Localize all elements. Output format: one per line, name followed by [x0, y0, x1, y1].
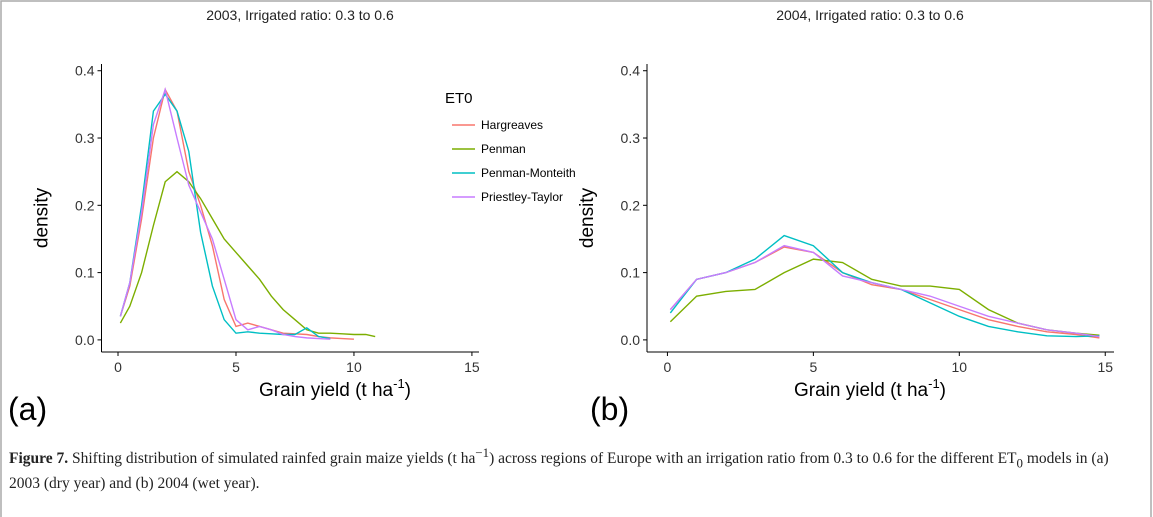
y-tick-label: 0.3	[75, 130, 95, 146]
density-line	[669, 244, 1100, 338]
y-tick-label: 0.4	[621, 63, 641, 79]
density-line	[119, 170, 376, 338]
caption-sup: −1	[475, 445, 490, 460]
legend-label: Penman	[481, 142, 526, 156]
y-axis-label: density	[32, 187, 53, 248]
chart-title: 2004, Irrigated ratio: 0.3 to 0.6	[776, 7, 964, 23]
density-line	[119, 87, 354, 340]
x-axis-label-sup: -1	[928, 376, 940, 391]
legend-label: Penman-Monteith	[481, 166, 576, 180]
y-axis-label: density	[577, 187, 598, 248]
x-tick-label: 5	[232, 359, 240, 375]
density-line	[119, 93, 331, 340]
y-tick-label: 0.1	[75, 265, 95, 281]
x-tick-label: 0	[664, 359, 672, 375]
caption: Figure 7. Shifting distribution of simul…	[9, 442, 1129, 494]
y-tick-label: 0.0	[621, 332, 641, 348]
density-line	[669, 246, 1100, 339]
x-axis-label-part: )	[405, 380, 411, 401]
x-tick-label: 0	[114, 359, 122, 375]
x-tick-label: 5	[809, 359, 817, 375]
x-axis-label: Grain yield (t ha-1)	[794, 376, 946, 401]
y-tick-label: 0.4	[75, 63, 95, 79]
density-line	[119, 87, 331, 340]
y-tick-label: 0.2	[75, 197, 95, 213]
legend-label: Hargreaves	[481, 118, 543, 132]
legend-label: Priestley-Taylor	[481, 190, 563, 204]
caption-sub: 0	[1016, 455, 1023, 471]
legend-title: ET0	[445, 90, 473, 107]
y-tick-label: 0.3	[621, 130, 641, 146]
x-axis-label-part: Grain yield (t ha	[259, 380, 394, 401]
x-tick-label: 10	[346, 359, 362, 375]
x-tick-label: 15	[464, 359, 480, 375]
x-axis-label-part: )	[940, 380, 946, 401]
y-tick-label: 0.1	[621, 265, 641, 281]
caption-text: Shifting distribution of simulated rainf…	[68, 450, 476, 468]
y-tick-label: 0.0	[75, 332, 95, 348]
panel-label: (a)	[8, 391, 47, 427]
x-tick-label: 15	[1097, 359, 1113, 375]
x-tick-label: 10	[952, 359, 968, 375]
density-line	[669, 258, 1100, 336]
caption-text: models in (a) 2003 (dry year) and (b) 20…	[9, 450, 1109, 493]
caption-text: ) across regions of Europe with an irrig…	[489, 450, 1017, 468]
y-tick-label: 0.2	[621, 197, 641, 213]
x-axis-label-sup: -1	[393, 376, 405, 391]
chart-title: 2003, Irrigated ratio: 0.3 to 0.6	[206, 7, 394, 23]
caption-label: Figure 7.	[9, 450, 69, 468]
panel-label: (b)	[590, 391, 629, 427]
x-axis-label-part: Grain yield (t ha	[794, 380, 929, 401]
x-axis-label: Grain yield (t ha-1)	[259, 376, 411, 401]
